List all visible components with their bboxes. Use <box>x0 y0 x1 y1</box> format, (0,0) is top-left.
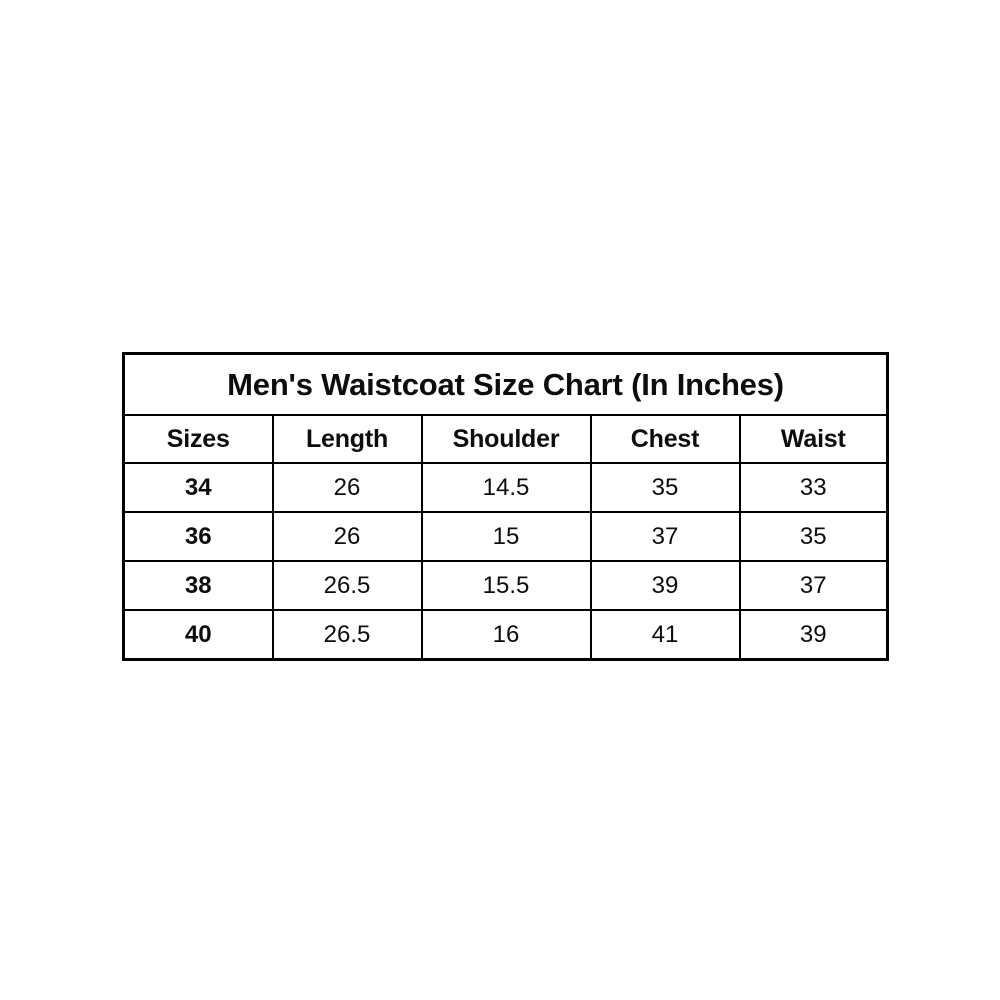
table-row: 40 26.5 16 41 39 <box>122 609 889 661</box>
cell-waist: 39 <box>738 609 889 661</box>
table-row: 36 26 15 37 35 <box>122 511 889 562</box>
cell-length: 26 <box>271 462 423 513</box>
cell-chest: 39 <box>589 560 741 611</box>
table-row: 34 26 14.5 35 33 <box>122 462 889 513</box>
cell-chest: 35 <box>589 462 741 513</box>
column-header-sizes: Sizes <box>122 414 274 464</box>
column-header-chest: Chest <box>589 414 741 464</box>
chart-header-row: Sizes Length Shoulder Chest Waist <box>122 414 889 464</box>
cell-waist: 35 <box>738 511 889 562</box>
cell-size: 38 <box>122 560 274 611</box>
table-row: 38 26.5 15.5 39 37 <box>122 560 889 611</box>
cell-waist: 33 <box>738 462 889 513</box>
size-chart-table: Men's Waistcoat Size Chart (In Inches) S… <box>122 352 890 661</box>
cell-length: 26 <box>271 511 423 562</box>
cell-shoulder: 16 <box>420 609 592 661</box>
cell-chest: 37 <box>589 511 741 562</box>
cell-length: 26.5 <box>271 560 423 611</box>
cell-length: 26.5 <box>271 609 423 661</box>
cell-waist: 37 <box>738 560 889 611</box>
chart-title-row: Men's Waistcoat Size Chart (In Inches) <box>123 353 888 416</box>
cell-shoulder: 15.5 <box>420 560 592 611</box>
column-header-shoulder: Shoulder <box>420 414 592 464</box>
chart-title: Men's Waistcoat Size Chart (In Inches) <box>123 353 888 416</box>
cell-size: 36 <box>122 511 274 562</box>
cell-size: 40 <box>122 609 274 661</box>
cell-chest: 41 <box>589 609 741 661</box>
cell-size: 34 <box>122 462 274 513</box>
cell-shoulder: 15 <box>420 511 592 562</box>
column-header-length: Length <box>271 414 423 464</box>
column-header-waist: Waist <box>738 414 889 464</box>
cell-shoulder: 14.5 <box>420 462 592 513</box>
